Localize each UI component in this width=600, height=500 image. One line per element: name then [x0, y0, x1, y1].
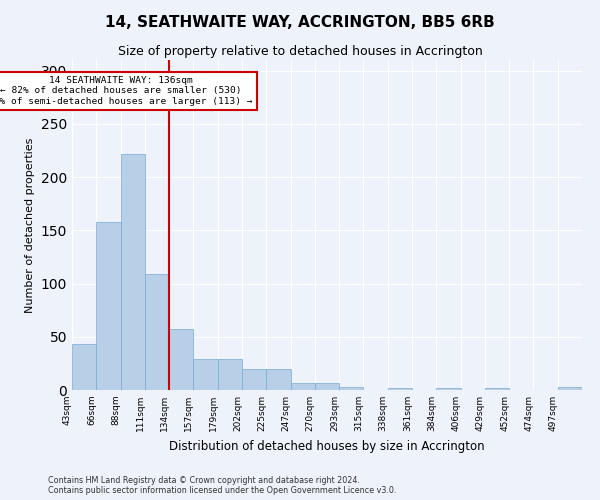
Bar [290, 382, 315, 390]
X-axis label: Distribution of detached houses by size in Accrington: Distribution of detached houses by size … [169, 440, 485, 452]
Bar [315, 382, 339, 390]
Bar [72, 344, 96, 390]
Text: 14, SEATHWAITE WAY, ACCRINGTON, BB5 6RB: 14, SEATHWAITE WAY, ACCRINGTON, BB5 6RB [105, 15, 495, 30]
Bar [339, 387, 364, 390]
Y-axis label: Number of detached properties: Number of detached properties [25, 138, 35, 312]
Bar [388, 388, 412, 390]
Bar [485, 388, 509, 390]
Bar [558, 387, 582, 390]
Bar [96, 222, 121, 390]
Bar [436, 388, 461, 390]
Bar [169, 330, 193, 390]
Bar [193, 359, 218, 390]
Bar [266, 368, 290, 390]
Text: Size of property relative to detached houses in Accrington: Size of property relative to detached ho… [118, 45, 482, 58]
Bar [121, 154, 145, 390]
Bar [218, 359, 242, 390]
Text: Contains HM Land Registry data © Crown copyright and database right 2024.
Contai: Contains HM Land Registry data © Crown c… [48, 476, 397, 495]
Bar [145, 274, 169, 390]
Bar [242, 368, 266, 390]
Text: 14 SEATHWAITE WAY: 136sqm
← 82% of detached houses are smaller (530)
18% of semi: 14 SEATHWAITE WAY: 136sqm ← 82% of detac… [0, 76, 253, 106]
